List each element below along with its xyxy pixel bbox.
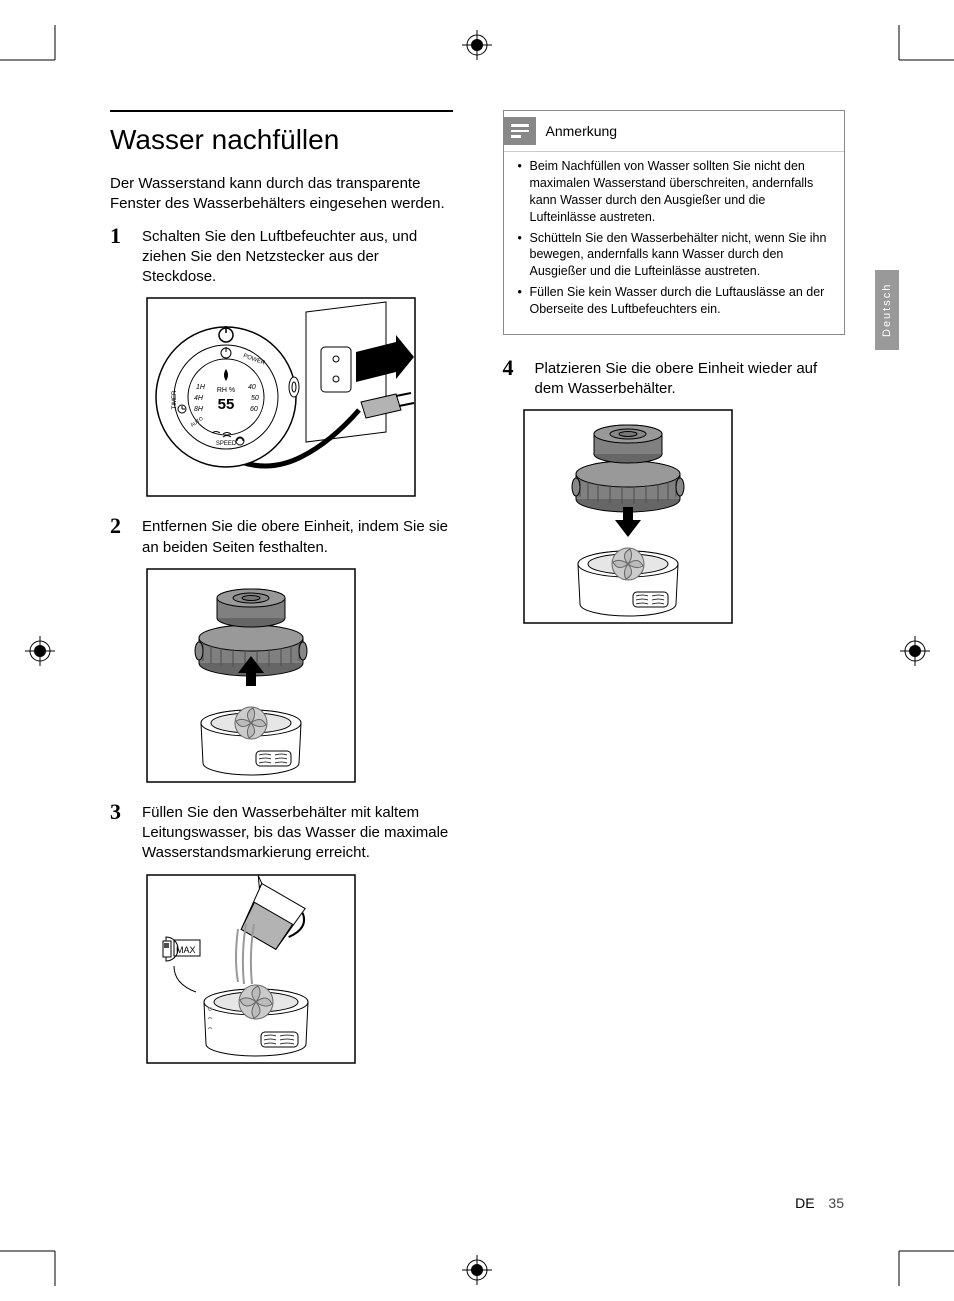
registration-mark-bottom (462, 1255, 492, 1285)
svg-text:8H: 8H (194, 406, 204, 413)
figure-1-unplug: POWER TIMER 1H 4H 8H AUTO RH % 55 40 50 … (146, 297, 453, 497)
step-3: 3 Füllen Sie den Wasserbehälter mit kalt… (110, 801, 453, 864)
crop-mark-tr (884, 25, 954, 85)
step-number: 3 (110, 801, 128, 823)
svg-text:SPEED: SPEED (216, 441, 237, 447)
left-column: Wasser nachfüllen Der Wasserstand kann d… (110, 110, 453, 1082)
crop-mark-tl (0, 25, 70, 85)
step-1: 1 Schalten Sie den Luftbefeuchter aus, u… (110, 225, 453, 288)
step-4: 4 Platzieren Sie die obere Einheit wiede… (503, 357, 846, 400)
registration-mark-top (462, 30, 492, 60)
right-column: Anmerkung Beim Nachfüllen von Wasser sol… (503, 110, 846, 1082)
svg-text:1H: 1H (196, 384, 206, 391)
note-icon (504, 117, 536, 145)
step-text: Entfernen Sie die obere Einheit, indem S… (142, 515, 453, 558)
svg-text:RH %: RH % (217, 387, 235, 394)
section-title: Wasser nachfüllen (110, 124, 453, 156)
figure-2-remove-top (146, 568, 453, 783)
footer-lang: DE (795, 1195, 814, 1211)
step-number: 4 (503, 357, 521, 379)
step-text: Schalten Sie den Luftbefeuchter aus, und… (142, 225, 453, 288)
svg-text:4H: 4H (194, 395, 204, 402)
step-text: Füllen Sie den Wasserbehälter mit kaltem… (142, 801, 453, 864)
svg-text:TIMER: TIMER (172, 390, 178, 409)
note-item: Schütteln Sie den Wasserbehälter nicht, … (518, 230, 831, 281)
svg-text:MAX: MAX (176, 945, 196, 955)
figure-4-replace-top (523, 409, 846, 624)
registration-mark-right (900, 636, 930, 666)
step-text: Platzieren Sie die obere Einheit wieder … (535, 357, 846, 400)
note-header: Anmerkung (504, 111, 845, 151)
section-rule (110, 110, 453, 112)
svg-text:60: 60 (250, 406, 258, 413)
page-content: Wasser nachfüllen Der Wasserstand kann d… (110, 110, 845, 1082)
language-tab: Deutsch (875, 270, 899, 350)
note-body: Beim Nachfüllen von Wasser sollten Sie n… (504, 151, 845, 334)
note-item: Beim Nachfüllen von Wasser sollten Sie n… (518, 158, 831, 226)
note-title: Anmerkung (546, 123, 618, 139)
step-number: 2 (110, 515, 128, 537)
svg-text:55: 55 (218, 396, 235, 413)
footer-page-number: 35 (828, 1195, 844, 1211)
registration-mark-left (25, 636, 55, 666)
note-box: Anmerkung Beim Nachfüllen von Wasser sol… (503, 110, 846, 335)
svg-text:40: 40 (248, 384, 256, 391)
note-item: Füllen Sie kein Wasser durch die Luftaus… (518, 284, 831, 318)
crop-mark-bl (0, 1226, 70, 1286)
step-number: 1 (110, 225, 128, 247)
crop-mark-br (884, 1226, 954, 1286)
figure-3-fill-water: MAX (146, 874, 453, 1064)
intro-text: Der Wasserstand kann durch das transpare… (110, 174, 453, 215)
step-2: 2 Entfernen Sie die obere Einheit, indem… (110, 515, 453, 558)
svg-text:50: 50 (251, 395, 259, 402)
page-footer: DE 35 (795, 1195, 844, 1211)
